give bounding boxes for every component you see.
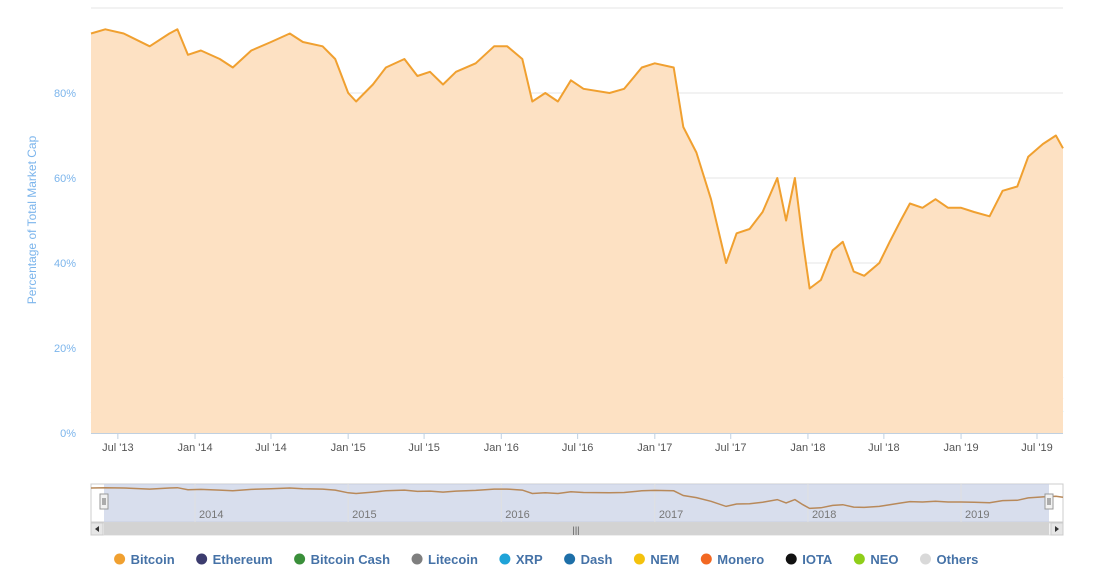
legend-marker	[920, 553, 932, 565]
x-tick-label: Jan '16	[484, 442, 519, 454]
scrollbar-thumb[interactable]	[104, 523, 1049, 535]
navigator-tick-label: 2019	[965, 509, 989, 521]
legend-label: NEO	[870, 552, 898, 567]
legend-label: Bitcoin	[131, 552, 175, 567]
navigator-ticks: 2014 2015 2016 2017 2018 2019	[194, 484, 990, 522]
x-tick-label: Jul '17	[715, 442, 746, 454]
navigator-tick-label: 2014	[199, 509, 223, 521]
legend-marker	[294, 553, 306, 565]
y-tick-label: 80%	[54, 88, 76, 100]
legend-marker	[564, 553, 576, 565]
y-axis-title: Percentage of Total Market Cap	[25, 135, 39, 304]
y-tick-label: 0%	[60, 428, 76, 440]
x-tick-label: Jul '18	[868, 442, 899, 454]
legend-item-iota[interactable]: IOTA	[785, 552, 833, 567]
scrollbar-right-arrow[interactable]	[1050, 522, 1064, 536]
legend-item-bitcoin-cash[interactable]: Bitcoin Cash	[294, 552, 390, 567]
legend-item-dash[interactable]: Dash	[564, 552, 612, 567]
legend-label: IOTA	[802, 552, 833, 567]
x-tick-label: Jul '16	[562, 442, 593, 454]
legend-item-bitcoin[interactable]: Bitcoin	[114, 552, 175, 567]
legend-label: NEM	[650, 552, 679, 567]
x-tick-label: Jan '18	[790, 442, 825, 454]
scrollbar[interactable]: |||	[90, 522, 1064, 536]
navigator-series-line	[90, 486, 1064, 510]
y-tick-label: 40%	[54, 258, 76, 270]
legend-marker	[633, 553, 645, 565]
legend-label: Others	[937, 552, 979, 567]
legend-label: Monero	[717, 552, 764, 567]
series-layer	[90, 28, 1064, 434]
legend-marker	[196, 553, 208, 565]
navigator-handle-right[interactable]	[1044, 493, 1054, 510]
x-tick-label: Jan '14	[177, 442, 212, 454]
x-tick-label: Jan '19	[943, 442, 978, 454]
navigator[interactable]: 2014 2015 2016 2017 2018 2019	[90, 483, 1064, 523]
navigator-tick-label: 2015	[352, 509, 376, 521]
x-tick-label: Jul '15	[408, 442, 439, 454]
legend-item-ethereum[interactable]: Ethereum	[196, 552, 273, 567]
legend-item-neo[interactable]: NEO	[853, 552, 899, 567]
legend-item-xrp[interactable]: XRP	[499, 552, 543, 567]
series-line-bitcoin	[90, 28, 1064, 290]
legend-item-litecoin[interactable]: Litecoin	[411, 552, 478, 567]
series-area-bitcoin	[91, 29, 1063, 434]
legend-label: XRP	[516, 552, 543, 567]
legend-marker	[785, 553, 797, 565]
legend-marker	[114, 553, 126, 565]
navigator-selected-range[interactable]	[104, 484, 1049, 522]
legend-item-monero[interactable]: Monero	[700, 552, 765, 567]
y-tick-label: 20%	[54, 343, 76, 355]
navigator-handle-left[interactable]	[99, 493, 109, 510]
x-tick-label: Jan '17	[637, 442, 672, 454]
y-tick-label: 60%	[54, 173, 76, 185]
scrollbar-left-arrow[interactable]	[90, 522, 104, 536]
x-tick-label: Jul '13	[102, 442, 133, 454]
navigator-tick-label: 2016	[505, 509, 529, 521]
legend-marker	[411, 553, 423, 565]
legend-marker	[499, 553, 511, 565]
x-tick-label: Jan '15	[331, 442, 366, 454]
y-axis: 0% 20% 40% 60% 80%	[54, 88, 76, 440]
x-axis: Jul '13 Jan '14 Jul '14 Jan '15 Jul '15 Jan '…	[91, 433, 1063, 454]
legend-label: Ethereum	[213, 552, 273, 567]
x-tick-label: Jul '19	[1021, 442, 1052, 454]
legend-marker	[853, 553, 865, 565]
legend-label: Bitcoin Cash	[311, 552, 391, 567]
x-tick-label: Jul '14	[255, 442, 286, 454]
legend-label: Dash	[581, 552, 613, 567]
legend-label: Litecoin	[428, 552, 478, 567]
legend-marker	[700, 553, 712, 565]
navigator-tick-label: 2018	[812, 509, 836, 521]
series-bitcoin[interactable]	[90, 28, 1064, 434]
scrollbar-grip: |||	[572, 525, 579, 535]
navigator-tick-label: 2017	[659, 509, 683, 521]
legend-item-others[interactable]: Others	[920, 552, 978, 567]
legend-item-nem[interactable]: NEM	[633, 552, 679, 567]
legend: Bitcoin Ethereum Bitcoin Cash Litecoin XRP Da…	[114, 552, 978, 567]
